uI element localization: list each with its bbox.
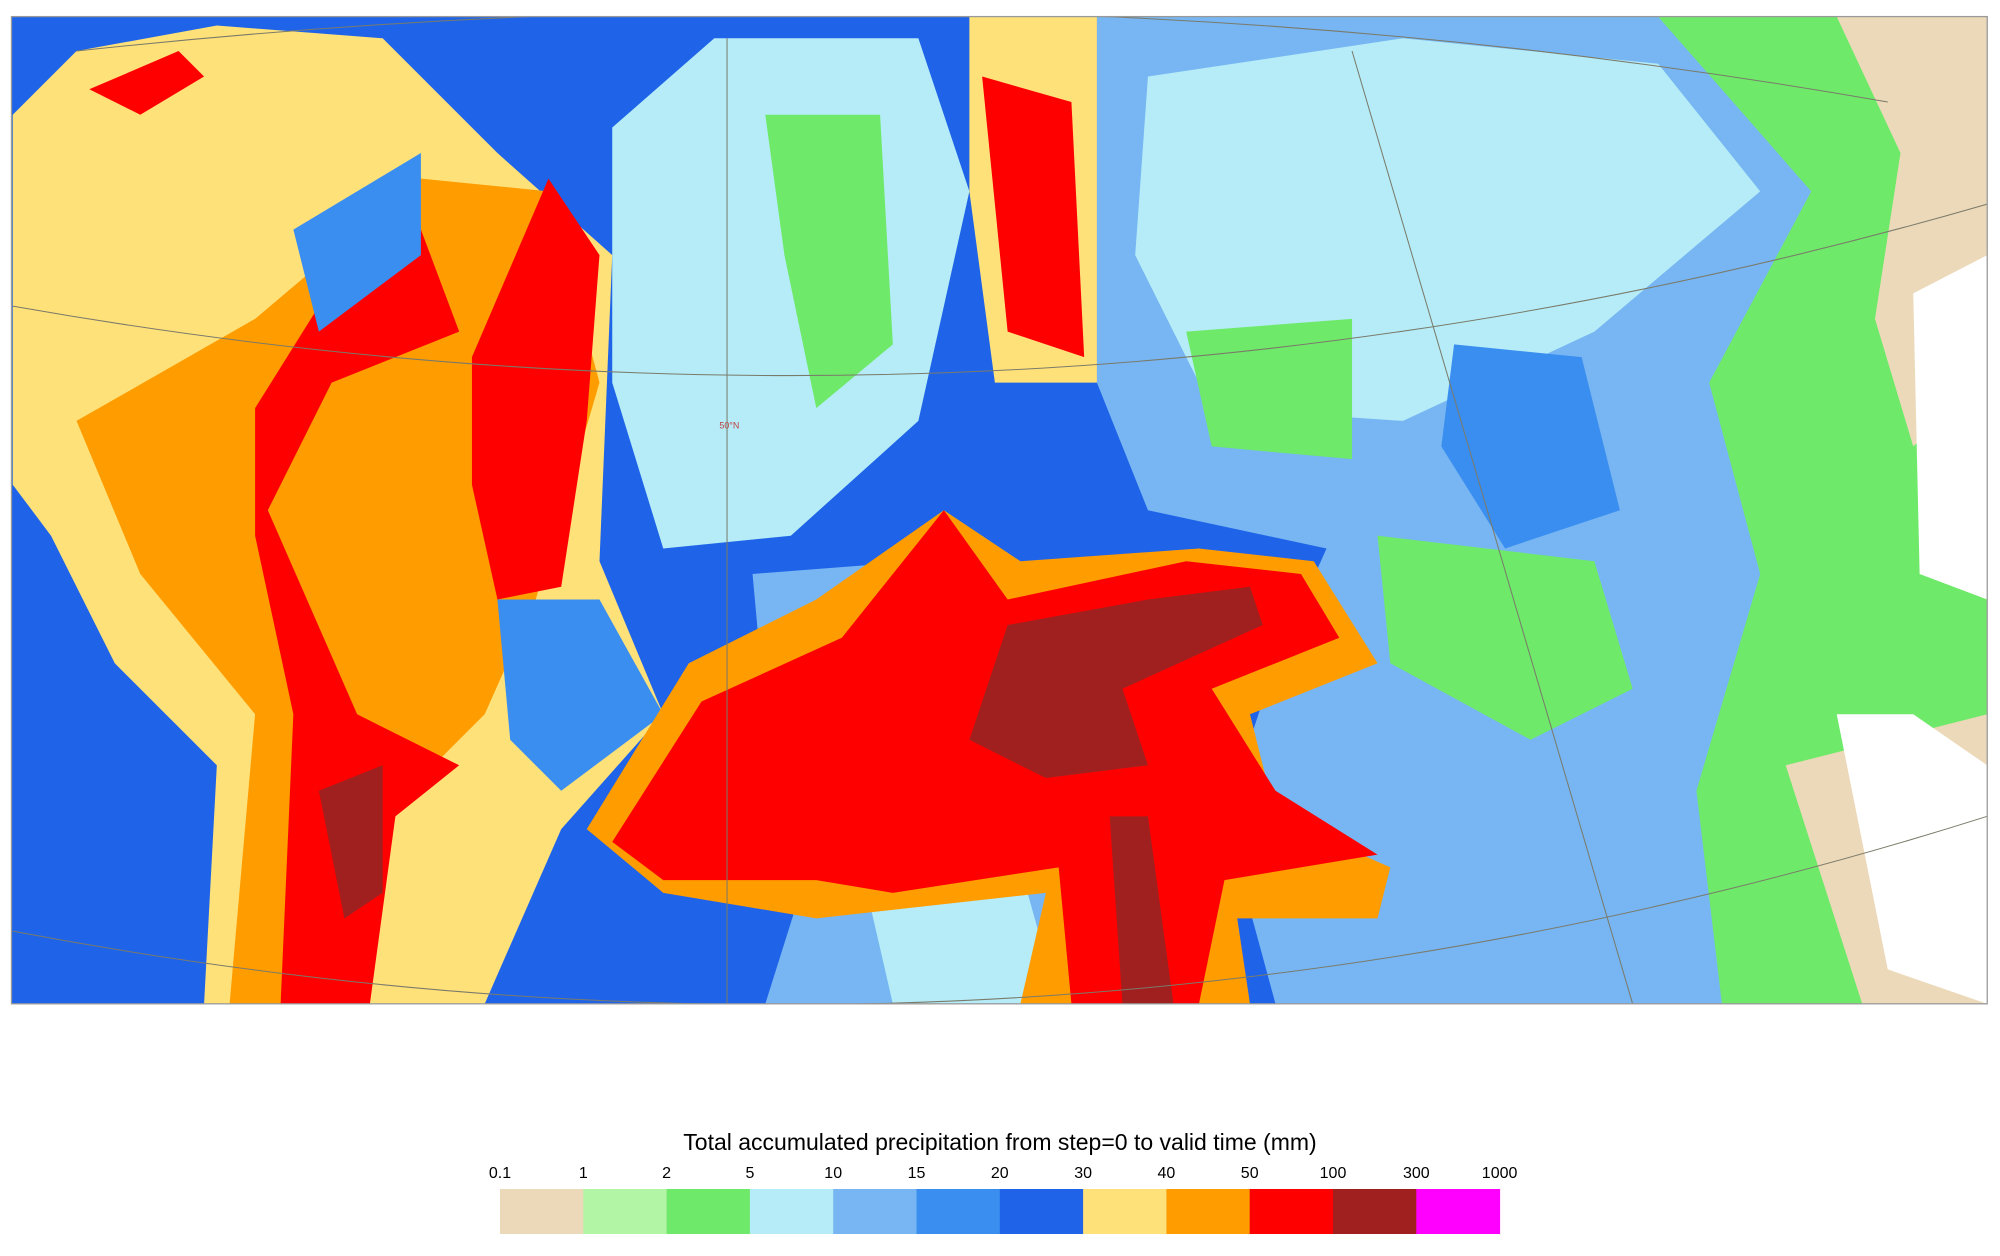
legend-level-label: 30 bbox=[1074, 1165, 1092, 1182]
legend-title: Total accumulated precipitation from ste… bbox=[683, 1129, 1316, 1155]
legend-level-label: 5 bbox=[745, 1165, 754, 1182]
legend-swatch bbox=[666, 1189, 751, 1234]
legend-swatch bbox=[500, 1189, 584, 1234]
latitude-label: 50°N bbox=[719, 421, 739, 431]
legend-swatch bbox=[749, 1189, 834, 1234]
legend-level-label: 1 bbox=[579, 1165, 588, 1182]
legend: 0.1 1 2 5 10 15 20 30 40 50 100 300 1000 bbox=[489, 1165, 1518, 1234]
legend-level-label: 0.1 bbox=[489, 1165, 511, 1182]
legend-swatch bbox=[583, 1189, 668, 1234]
precipitation-map: 50°N bbox=[10, 15, 1988, 1005]
legend-swatch bbox=[999, 1189, 1084, 1234]
legend-swatch bbox=[1166, 1189, 1251, 1234]
legend-level-label: 20 bbox=[991, 1165, 1009, 1182]
legend-swatch bbox=[833, 1189, 917, 1234]
legend-swatch bbox=[1249, 1189, 1334, 1234]
legend-level-label: 50 bbox=[1241, 1165, 1259, 1182]
legend-level-label: 2 bbox=[662, 1165, 671, 1182]
legend-swatch bbox=[1416, 1189, 1501, 1234]
legend-swatch bbox=[1333, 1189, 1417, 1234]
legend-level-label: 15 bbox=[908, 1165, 926, 1182]
legend-swatch bbox=[916, 1189, 1001, 1234]
legend-level-label: 1000 bbox=[1482, 1165, 1518, 1182]
legend-level-label: 40 bbox=[1158, 1165, 1176, 1182]
legend-level-label: 300 bbox=[1403, 1165, 1430, 1182]
legend-level-label: 100 bbox=[1320, 1165, 1347, 1182]
legend-level-label: 10 bbox=[824, 1165, 842, 1182]
legend-swatch bbox=[1083, 1189, 1167, 1234]
